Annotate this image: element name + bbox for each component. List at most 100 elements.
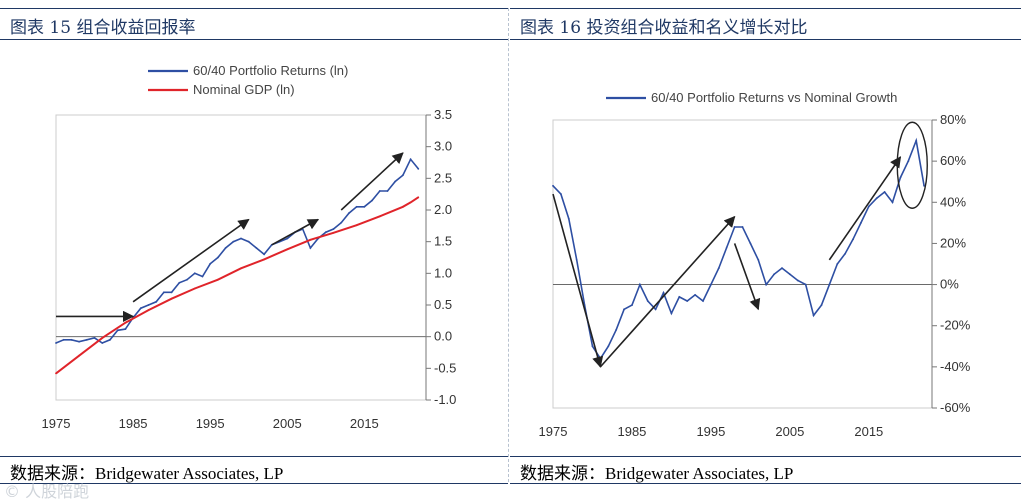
left-chart-footer: 数据来源：Bridgewater Associates, LP <box>0 456 508 484</box>
right-source-text: 数据来源：Bridgewater Associates, LP <box>520 464 794 483</box>
annotation-arrow <box>340 152 404 211</box>
data-point-blue <box>355 205 358 208</box>
data-point-blue <box>263 253 266 256</box>
data-point-blue <box>875 197 878 200</box>
x-tick-label: 1975 <box>42 416 71 431</box>
data-point-blue <box>670 312 673 315</box>
data-point-blue <box>109 338 111 341</box>
data-point-blue <box>363 205 366 208</box>
right-chart-header: 图表 16 投资组合收益和名义增长对比 <box>510 8 1021 40</box>
data-point-blue <box>804 283 807 286</box>
y-tick-label: 20% <box>940 235 966 250</box>
data-point-blue <box>575 258 578 261</box>
x-tick-label: 2015 <box>350 416 379 431</box>
data-point-red <box>417 196 420 199</box>
data-point-red <box>193 287 196 290</box>
y-tick-label: 80% <box>940 112 966 127</box>
data-point-blue <box>591 345 594 348</box>
legend-label: 60/40 Portfolio Returns (ln) <box>193 63 348 78</box>
data-point-blue <box>733 226 736 228</box>
data-point-blue <box>686 300 689 302</box>
data-point-red <box>216 278 219 281</box>
data-point-blue <box>757 258 760 261</box>
data-point-blue <box>62 338 65 341</box>
data-point-blue <box>170 291 173 294</box>
data-point-blue <box>309 247 312 249</box>
data-point-blue <box>394 180 397 183</box>
annotation-arrow <box>733 243 761 311</box>
data-point-blue <box>193 272 196 275</box>
data-point-red <box>78 354 81 357</box>
data-point-blue <box>186 278 188 281</box>
data-point-blue <box>646 300 649 302</box>
data-point-red <box>378 215 381 218</box>
series-line-blue <box>552 137 925 361</box>
data-point-red <box>170 297 173 300</box>
data-point-blue <box>662 291 665 294</box>
data-point-red <box>401 205 404 208</box>
data-point-red <box>263 258 266 261</box>
data-point-blue <box>163 291 165 294</box>
data-point-blue <box>78 340 81 343</box>
data-point-blue <box>178 281 181 284</box>
x-tick-label: 2005 <box>775 424 804 439</box>
data-point-blue <box>631 304 633 307</box>
data-point-blue <box>710 283 712 286</box>
annotation-arrow <box>132 218 250 303</box>
data-point-blue <box>85 338 88 341</box>
data-point-blue <box>678 296 681 298</box>
data-point-blue <box>324 231 327 234</box>
y-tick-label: 0.5 <box>434 297 452 312</box>
data-point-blue <box>694 293 697 296</box>
data-point-red <box>240 267 242 270</box>
data-point-blue <box>209 262 212 265</box>
y-tick-label: 0.0 <box>434 329 452 344</box>
data-point-blue <box>147 304 150 306</box>
data-point-blue <box>820 304 823 307</box>
y-tick-label: 40% <box>940 194 966 209</box>
x-tick-label: 2005 <box>273 416 302 431</box>
data-point-blue <box>915 139 918 142</box>
left-chart-title: 图表 15 组合收益回报率 <box>10 18 196 38</box>
data-point-blue <box>891 201 894 204</box>
x-tick-label: 1975 <box>539 424 568 439</box>
legend-label: Nominal GDP (ln) <box>193 82 295 97</box>
y-tick-label: 2.0 <box>434 202 452 217</box>
data-point-blue <box>348 212 350 215</box>
data-point-blue <box>255 247 258 249</box>
data-point-red <box>101 337 104 339</box>
plot-frame <box>55 114 427 401</box>
data-point-red <box>355 224 358 227</box>
data-point-blue <box>717 267 720 270</box>
series-line-red <box>55 196 419 375</box>
y-tick-label: 60% <box>940 153 966 168</box>
y-tick-label: 0% <box>940 277 959 292</box>
y-tick-label: -60% <box>940 400 971 415</box>
data-point-blue <box>340 221 343 224</box>
data-point-red <box>147 309 150 311</box>
data-point-blue <box>409 158 412 161</box>
data-point-blue <box>155 300 158 303</box>
left-panel: 图表 15 组合收益回报率 3.5 3.0 2.5 2.0 1.5 1.0 0.5 0.0 -0… <box>0 0 508 502</box>
data-point-red <box>332 231 335 234</box>
panel-divider <box>508 8 510 482</box>
data-point-blue <box>828 283 831 286</box>
left-chart-header: 图表 15 组合收益回报率 <box>0 8 508 40</box>
data-point-blue <box>232 240 235 243</box>
data-point-blue <box>781 267 783 270</box>
data-point-blue <box>860 221 862 224</box>
y-tick-label: -40% <box>940 359 971 374</box>
data-point-blue <box>216 256 219 259</box>
data-point-blue <box>907 160 910 163</box>
data-point-blue <box>773 273 775 276</box>
y-tick-label: -1.0 <box>434 392 456 407</box>
data-point-blue <box>812 314 815 317</box>
data-point-blue <box>55 342 57 344</box>
data-point-red <box>309 238 312 241</box>
data-point-blue <box>101 342 104 344</box>
data-point-red <box>409 201 412 204</box>
data-point-red <box>55 372 57 375</box>
data-point-blue <box>867 205 870 208</box>
x-tick-label: 1995 <box>196 416 225 431</box>
x-tick-label: 2015 <box>854 424 883 439</box>
